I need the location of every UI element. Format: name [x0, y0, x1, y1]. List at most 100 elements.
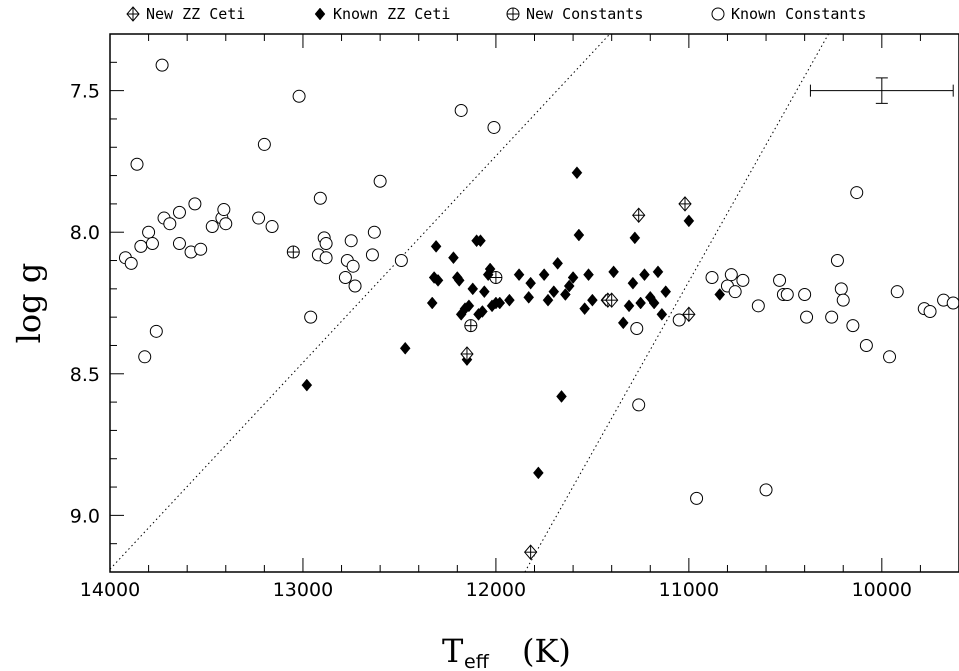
data-points: [118, 58, 959, 560]
data-point: [751, 299, 765, 313]
data-point: [430, 239, 442, 253]
data-point: [605, 292, 619, 308]
series-known-constants: [118, 58, 959, 505]
data-point: [145, 237, 159, 251]
data-point: [172, 237, 186, 251]
data-point: [319, 237, 333, 251]
data-point: [759, 483, 773, 497]
data-point: [652, 265, 664, 279]
data-point: [724, 268, 738, 282]
data-point: [319, 251, 333, 265]
data-point: [563, 279, 575, 293]
legend-label: Known ZZ Ceti: [333, 5, 450, 23]
data-point: [448, 251, 459, 265]
legend-marker: [126, 6, 140, 22]
data-point: [172, 205, 186, 219]
data-point: [567, 271, 579, 284]
data-point: [219, 217, 233, 231]
data-point: [467, 282, 479, 296]
data-point: [780, 288, 794, 302]
data-point: [773, 273, 787, 287]
data-point: [556, 390, 567, 403]
data-point: [629, 231, 641, 245]
data-point: [800, 310, 814, 324]
series-new-constants: [286, 245, 503, 333]
data-point: [690, 491, 704, 505]
data-point: [304, 310, 318, 324]
data-point: [205, 220, 219, 234]
x-axis-label-sub: eff: [464, 651, 490, 671]
data-point: [453, 273, 465, 287]
data-point: [883, 350, 897, 364]
data-point: [432, 273, 444, 287]
data-point: [859, 338, 873, 352]
data-point: [630, 321, 644, 335]
y-tick-label: 7.5: [70, 81, 100, 103]
plot-area: [109, 33, 959, 573]
data-point: [571, 166, 583, 180]
data-point: [533, 466, 544, 480]
data-point: [560, 288, 571, 301]
data-point: [365, 248, 379, 262]
data-point: [660, 285, 672, 299]
data-point: [683, 214, 695, 228]
legend-label: New Constants: [526, 5, 643, 23]
data-point: [504, 293, 515, 307]
data-point: [825, 310, 839, 324]
data-point: [635, 296, 646, 310]
data-point: [292, 89, 306, 103]
data-point: [394, 254, 408, 268]
legend-entry: Known Constants: [711, 5, 866, 23]
y-axis-label: log g: [10, 263, 48, 344]
legend-marker: [711, 7, 725, 21]
data-point: [846, 319, 860, 333]
data-point: [639, 268, 650, 282]
legend-label: New ZZ Ceti: [146, 5, 245, 23]
data-point: [194, 242, 208, 256]
data-point: [286, 245, 300, 259]
data-point: [617, 316, 629, 330]
data-point: [656, 307, 668, 321]
y-tick-label: 8.5: [70, 364, 100, 386]
data-point: [836, 293, 850, 307]
data-point: [124, 256, 138, 270]
legend-entry: New ZZ Ceti: [126, 5, 245, 23]
data-point: [188, 197, 202, 211]
data-point: [834, 282, 848, 296]
legend-label: Known Constants: [731, 5, 866, 23]
data-point: [714, 288, 726, 301]
data-point: [163, 217, 177, 231]
data-point: [682, 306, 696, 323]
x-tick-label: 11000: [659, 579, 719, 601]
data-point: [460, 346, 474, 362]
data-point: [736, 273, 750, 287]
data-point: [672, 313, 686, 327]
legend-entry: Known ZZ Ceti: [314, 5, 450, 23]
data-point: [890, 285, 904, 299]
data-point: [632, 398, 646, 412]
legend: New ZZ Ceti Known ZZ Ceti New Constants Kno…: [126, 5, 866, 23]
data-point: [348, 279, 362, 293]
legend-marker: [506, 7, 520, 21]
data-point: [525, 276, 536, 290]
data-point: [399, 341, 411, 355]
data-point: [583, 268, 594, 282]
legend-marker: [314, 7, 326, 21]
data-point: [573, 228, 585, 242]
data-point: [138, 350, 152, 364]
x-tick-label: 12000: [466, 579, 526, 601]
data-point: [678, 196, 692, 212]
data-point: [552, 256, 563, 270]
data-point: [494, 296, 506, 310]
data-point: [464, 319, 478, 333]
series-known-zz-ceti: [301, 166, 726, 480]
x-tick-label: 10000: [852, 579, 912, 601]
data-point: [134, 239, 148, 253]
data-point: [454, 103, 468, 117]
data-point: [257, 137, 271, 151]
data-point: [130, 157, 144, 171]
data-point: [484, 262, 496, 276]
error-bar: [809, 77, 954, 104]
data-point: [479, 285, 490, 299]
